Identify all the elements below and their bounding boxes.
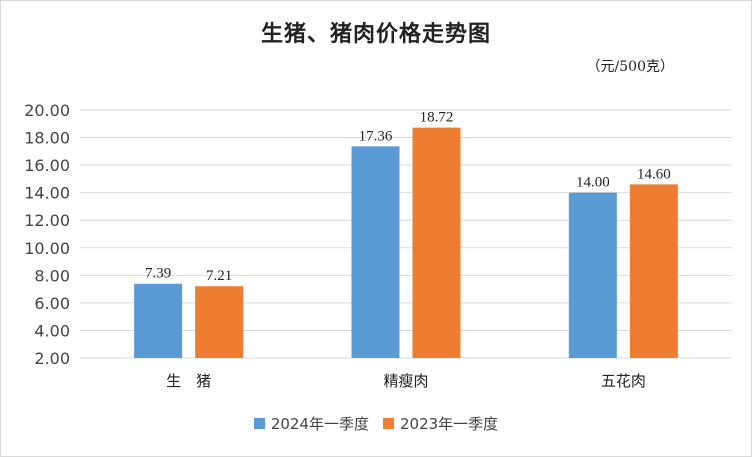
y-tick-label: 12.00	[24, 211, 70, 230]
x-category-label: 生 猪	[166, 372, 211, 390]
legend-swatch-2023	[383, 418, 394, 429]
y-tick-label: 6.00	[34, 294, 70, 313]
data-label: 14.00	[576, 175, 610, 191]
data-label: 7.21	[206, 268, 232, 284]
bar	[351, 146, 400, 358]
y-tick-label: 14.00	[24, 184, 70, 203]
bar	[568, 192, 617, 358]
y-tick-label: 18.00	[24, 129, 70, 148]
y-tick-label: 16.00	[24, 156, 70, 175]
data-label: 17.36	[359, 128, 393, 144]
data-label: 18.72	[420, 110, 454, 126]
y-tick-label: 4.00	[34, 321, 70, 340]
y-tick-label: 20.00	[24, 101, 70, 120]
legend: 2024年一季度 2023年一季度	[0, 413, 752, 434]
legend-item-2024: 2024年一季度	[253, 413, 369, 434]
x-category-label: 精瘦肉	[383, 372, 428, 390]
legend-swatch-2024	[253, 418, 265, 429]
bar	[195, 286, 244, 358]
bar	[629, 184, 678, 358]
unit-label: （元/500克）	[586, 59, 674, 75]
chart-title: 生猪、猪肉价格走势图	[260, 21, 491, 47]
legend-label-2023: 2023年一季度	[400, 415, 499, 433]
legend-label-2024: 2024年一季度	[270, 415, 369, 433]
bar	[412, 127, 461, 358]
y-tick-label: 10.00	[24, 239, 70, 258]
x-category-label: 五花肉	[601, 372, 646, 390]
bar	[134, 283, 183, 358]
y-tick-label: 8.00	[34, 266, 70, 285]
legend-item-2023: 2023年一季度	[383, 413, 498, 434]
y-tick-label: 2.00	[34, 349, 70, 368]
data-label: 7.39	[145, 266, 171, 282]
data-label: 14.60	[637, 166, 671, 182]
